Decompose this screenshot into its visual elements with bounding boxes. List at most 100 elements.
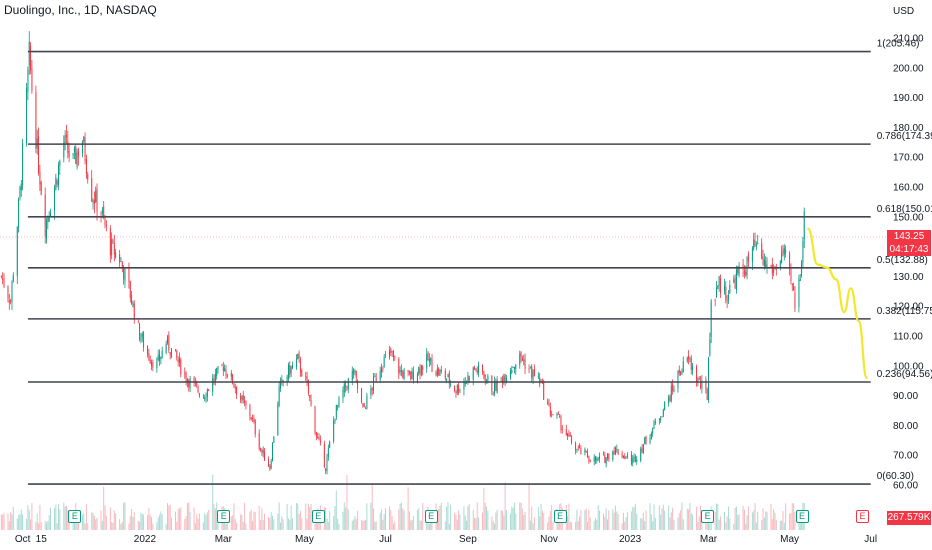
- earnings-icon[interactable]: E: [68, 510, 82, 523]
- volume-bar: [640, 518, 642, 530]
- candle-body: [605, 457, 607, 465]
- candle-body: [588, 456, 590, 461]
- candle-body: [57, 165, 59, 185]
- candle-body: [204, 398, 206, 400]
- earnings-icon[interactable]: E: [701, 510, 715, 523]
- volume-bar: [147, 514, 149, 530]
- volume-bar: [310, 504, 312, 530]
- candle-body: [532, 370, 534, 380]
- candle-body: [802, 240, 804, 263]
- volume-bar: [334, 506, 336, 530]
- time-tick-label: Jul: [864, 534, 877, 545]
- earnings-icon[interactable]: E: [553, 510, 567, 523]
- volume-bar: [290, 505, 292, 530]
- volume-bar: [734, 507, 736, 530]
- volume-bar: [278, 502, 280, 530]
- volume-bar: [8, 521, 10, 530]
- volume-bar: [287, 518, 289, 530]
- candle-body: [217, 366, 219, 370]
- candle-body: [783, 247, 785, 255]
- volume-bar: [494, 523, 496, 530]
- volume-bar: [96, 517, 98, 530]
- volume-bar: [700, 505, 702, 530]
- candle-body: [309, 395, 311, 399]
- volume-bar: [113, 510, 115, 530]
- candle-body: [100, 212, 102, 215]
- candle-body: [436, 368, 438, 376]
- volume-bar: [188, 502, 190, 530]
- volume-bar: [166, 503, 168, 530]
- volume-bar: [111, 522, 113, 530]
- volume-bar: [249, 511, 251, 530]
- candle-body: [697, 379, 699, 384]
- volume-bar: [696, 506, 698, 530]
- candle-body: [557, 413, 559, 415]
- candle-body: [419, 369, 421, 374]
- volume-bar: [373, 508, 375, 530]
- candle-body: [551, 414, 553, 416]
- volume-bar: [148, 507, 150, 530]
- volume-bar: [642, 512, 644, 530]
- projection-path: [807, 227, 868, 379]
- volume-bar: [426, 523, 428, 530]
- volume-bar: [335, 490, 337, 530]
- candle-body: [438, 368, 440, 376]
- volume-bar: [343, 502, 345, 530]
- volume-bar: [458, 510, 460, 530]
- candle-body: [755, 244, 757, 247]
- volume-bar: [132, 516, 134, 530]
- upcoming-earnings-icon[interactable]: E: [856, 510, 869, 523]
- earnings-icon[interactable]: E: [424, 510, 438, 523]
- candle-body: [770, 265, 772, 267]
- volume-bar: [234, 519, 236, 530]
- candle-body: [585, 450, 587, 452]
- candle-body: [653, 421, 655, 429]
- candle-body: [139, 323, 141, 340]
- earnings-icon[interactable]: E: [311, 510, 325, 523]
- candle-body: [625, 456, 627, 458]
- volume-bar: [597, 505, 599, 530]
- candle-body: [123, 268, 125, 280]
- volume-bar: [46, 522, 48, 530]
- volume-bar: [549, 510, 551, 530]
- candle-body: [226, 374, 228, 377]
- price-tick-label: 170.00: [893, 153, 924, 164]
- candle-body: [448, 372, 450, 384]
- candle-body: [705, 379, 707, 389]
- candle-body: [343, 383, 345, 393]
- candle-body: [306, 376, 308, 382]
- candle-body: [357, 380, 359, 389]
- candle-body: [505, 377, 507, 383]
- time-tick-label: 2023: [619, 534, 642, 545]
- candle-body: [612, 451, 614, 460]
- candle-body: [157, 355, 159, 361]
- candle-body: [475, 368, 477, 370]
- candle-body: [793, 286, 795, 291]
- volume-bar: [398, 509, 400, 530]
- volume-bar: [16, 518, 18, 530]
- volume-bar: [169, 504, 171, 530]
- volume-bar: [763, 517, 765, 530]
- volume-bar: [189, 511, 191, 530]
- volume-bar: [612, 509, 614, 530]
- volume-bar: [184, 518, 186, 530]
- candle-body: [519, 353, 521, 366]
- candle-body: [398, 358, 400, 374]
- volume-bar: [420, 520, 422, 530]
- earnings-icon[interactable]: E: [217, 510, 231, 523]
- earnings-icon[interactable]: E: [795, 510, 809, 523]
- volume-bar: [410, 520, 412, 530]
- volume-bar: [366, 503, 368, 530]
- volume-bar: [254, 512, 256, 530]
- candle-body: [346, 388, 348, 390]
- candle-body: [390, 348, 392, 354]
- candle-body: [717, 285, 719, 289]
- volume-bar: [198, 513, 200, 530]
- candle-body: [503, 376, 505, 383]
- candle-body: [533, 368, 535, 377]
- volume-bar: [487, 510, 489, 530]
- volume-bar: [790, 513, 792, 530]
- candle-body: [197, 386, 199, 393]
- candle-body: [112, 240, 114, 242]
